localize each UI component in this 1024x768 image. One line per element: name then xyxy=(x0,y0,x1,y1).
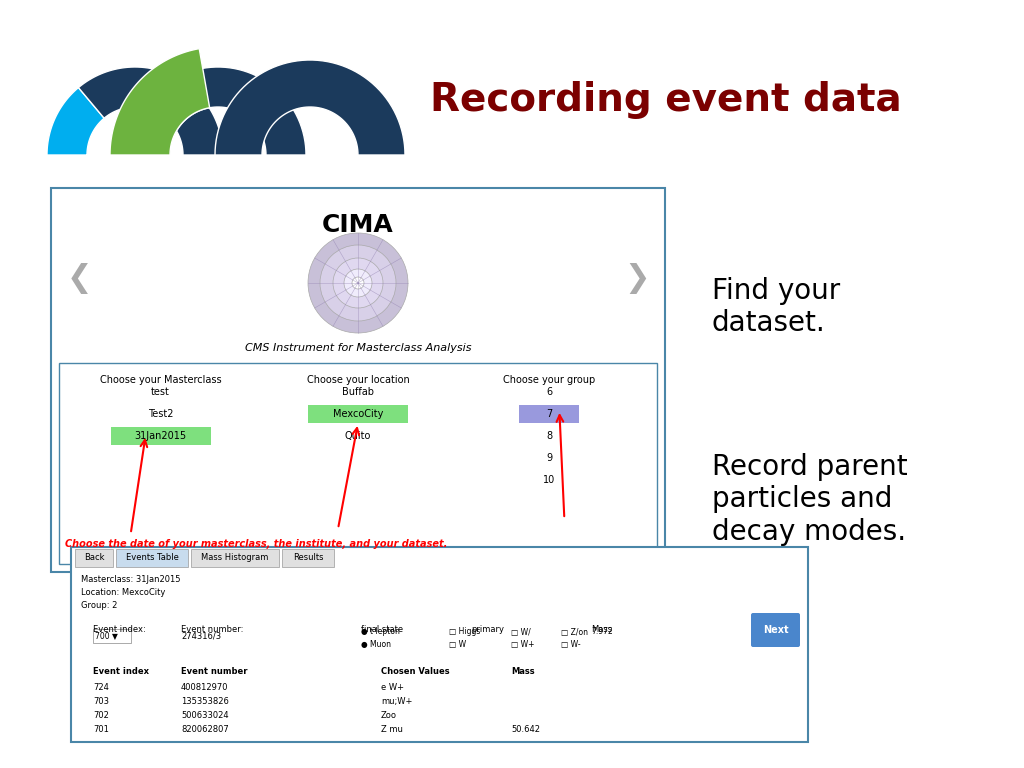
Text: ❯: ❯ xyxy=(625,263,650,293)
Text: Recording event data: Recording event data xyxy=(430,81,901,119)
FancyBboxPatch shape xyxy=(282,549,334,567)
Text: Event number: Event number xyxy=(181,667,248,676)
Text: 274316/3: 274316/3 xyxy=(181,631,221,641)
FancyBboxPatch shape xyxy=(191,549,279,567)
Text: Back: Back xyxy=(84,554,104,562)
Text: Masterclass: 31Jan2015: Masterclass: 31Jan2015 xyxy=(81,575,180,584)
Text: 9: 9 xyxy=(546,453,552,463)
Text: 31Jan2015: 31Jan2015 xyxy=(134,431,186,441)
Polygon shape xyxy=(130,67,306,155)
FancyBboxPatch shape xyxy=(59,363,657,564)
Text: 701: 701 xyxy=(93,725,109,734)
Text: Zoo: Zoo xyxy=(381,711,397,720)
FancyBboxPatch shape xyxy=(71,547,808,742)
Text: Choose your group: Choose your group xyxy=(503,375,596,385)
Text: □ W-: □ W- xyxy=(561,641,581,650)
Text: Event index: Event index xyxy=(93,667,150,676)
Text: e W+: e W+ xyxy=(381,683,404,692)
Text: ❮: ❮ xyxy=(67,263,92,293)
Text: Group: 2: Group: 2 xyxy=(81,601,118,610)
Text: 6: 6 xyxy=(546,387,552,397)
Text: 820062807: 820062807 xyxy=(181,725,228,734)
Text: 702: 702 xyxy=(93,711,109,720)
Polygon shape xyxy=(79,67,223,155)
Circle shape xyxy=(319,245,396,321)
Polygon shape xyxy=(47,88,104,155)
Circle shape xyxy=(333,258,383,308)
Text: ● t lepton: ● t lepton xyxy=(361,627,400,637)
Text: □ W: □ W xyxy=(449,641,466,650)
FancyBboxPatch shape xyxy=(111,427,211,445)
Text: □ W/: □ W/ xyxy=(511,627,530,637)
Circle shape xyxy=(352,277,364,289)
Text: Record parent
particles and
decay modes.: Record parent particles and decay modes. xyxy=(712,453,907,545)
Text: □ Z/on: □ Z/on xyxy=(561,627,588,637)
Text: test: test xyxy=(152,387,170,397)
FancyBboxPatch shape xyxy=(51,188,665,572)
Text: Mass: Mass xyxy=(591,625,612,634)
Text: □ W+: □ W+ xyxy=(511,641,535,650)
Text: Choose your location: Choose your location xyxy=(306,375,410,385)
Text: Next: Next xyxy=(763,625,788,635)
Text: CIMA: CIMA xyxy=(323,213,394,237)
Text: MexcoCity: MexcoCity xyxy=(333,409,383,419)
Text: 724: 724 xyxy=(93,683,109,692)
Text: Event number:: Event number: xyxy=(181,625,244,634)
Circle shape xyxy=(308,233,408,333)
Text: Results: Results xyxy=(293,554,324,562)
Text: 700 ▼: 700 ▼ xyxy=(94,631,118,641)
Text: Test2: Test2 xyxy=(147,409,173,419)
Text: Z mu: Z mu xyxy=(381,725,402,734)
Text: Choose your Masterclass: Choose your Masterclass xyxy=(100,375,221,385)
Text: mu;W+: mu;W+ xyxy=(381,697,413,706)
Text: Event index:: Event index: xyxy=(93,625,145,634)
Text: Mass Histogram: Mass Histogram xyxy=(202,554,268,562)
FancyBboxPatch shape xyxy=(751,613,800,647)
Polygon shape xyxy=(110,48,210,155)
Text: 400812970: 400812970 xyxy=(181,683,228,692)
Text: 135353826: 135353826 xyxy=(181,697,229,706)
Text: CMS Instrument for Masterclass Analysis: CMS Instrument for Masterclass Analysis xyxy=(245,343,471,353)
Text: final state: final state xyxy=(361,625,403,634)
Text: 500633024: 500633024 xyxy=(181,711,228,720)
FancyBboxPatch shape xyxy=(519,405,580,423)
Circle shape xyxy=(344,269,372,297)
Text: ● Muon: ● Muon xyxy=(361,641,391,650)
Text: 8: 8 xyxy=(546,431,552,441)
Text: Buffab: Buffab xyxy=(342,387,374,397)
Text: 7.972: 7.972 xyxy=(591,627,612,637)
Text: Chosen Values: Chosen Values xyxy=(381,667,450,676)
Text: Choose the date of your masterclass, the institute, and your dataset.: Choose the date of your masterclass, the… xyxy=(65,539,447,549)
FancyBboxPatch shape xyxy=(308,405,408,423)
Text: Find your
dataset.: Find your dataset. xyxy=(712,277,840,337)
Text: Events Table: Events Table xyxy=(126,554,178,562)
Text: □ Higgs: □ Higgs xyxy=(449,627,480,637)
Polygon shape xyxy=(215,60,406,155)
Text: primary: primary xyxy=(471,625,504,634)
FancyBboxPatch shape xyxy=(75,549,113,567)
Text: Quito: Quito xyxy=(345,431,371,441)
Text: Location: MexcoCity: Location: MexcoCity xyxy=(81,588,165,597)
Text: 7: 7 xyxy=(546,409,553,419)
Text: 703: 703 xyxy=(93,697,109,706)
Text: Mass: Mass xyxy=(511,667,535,676)
FancyBboxPatch shape xyxy=(116,549,188,567)
Text: 50.642: 50.642 xyxy=(511,725,540,734)
FancyBboxPatch shape xyxy=(93,629,131,643)
Text: 10: 10 xyxy=(544,475,555,485)
